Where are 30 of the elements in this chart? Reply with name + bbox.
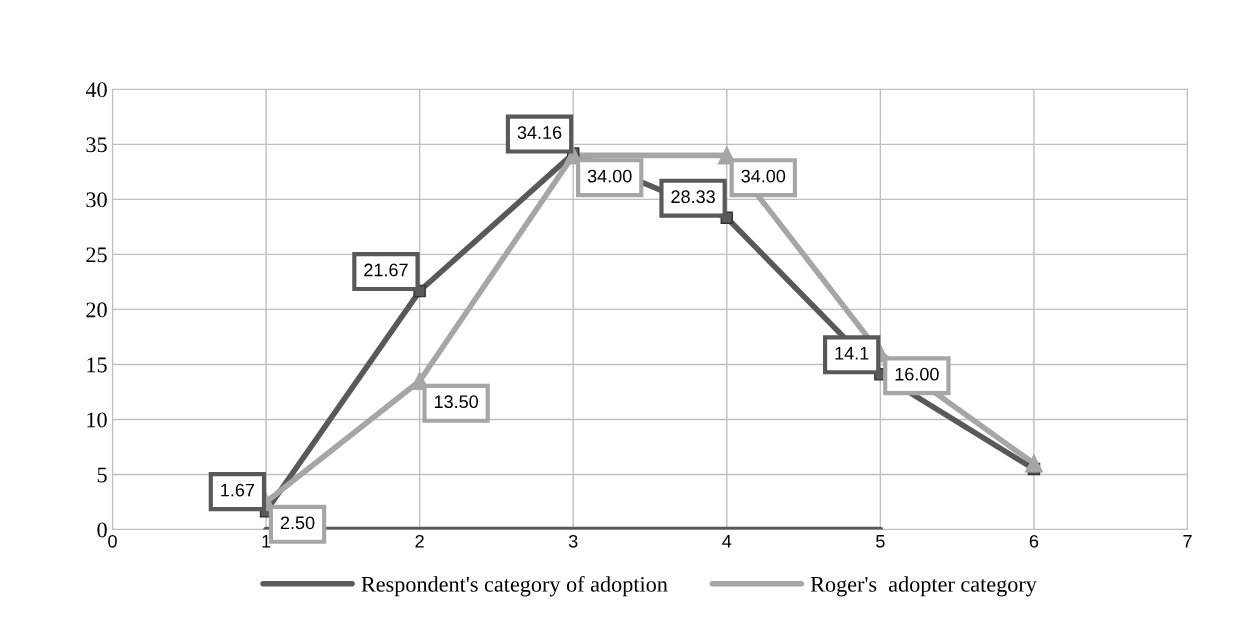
y-tick-label: 35 xyxy=(86,137,107,153)
data-label: 28.33 xyxy=(671,190,715,204)
x-tick-label: 4 xyxy=(722,535,732,548)
data-label: 14.1 xyxy=(835,347,869,360)
x-tick-label: 0 xyxy=(108,534,117,548)
y-tick-label: 5 xyxy=(97,467,107,483)
point xyxy=(1024,454,1043,473)
y-tick-label: 25 xyxy=(86,247,107,263)
x-tick-label: 6 xyxy=(1029,534,1039,548)
y-tick-label: 0 xyxy=(97,522,107,538)
y-tick-label: 10 xyxy=(87,412,107,428)
data-label: 34.16 xyxy=(517,126,562,139)
data-label: 21.67 xyxy=(364,263,408,277)
data-label: 34.00 xyxy=(587,169,632,183)
data-label: 13.50 xyxy=(434,395,479,409)
x-tick-label: 1 xyxy=(262,535,271,548)
legend-label: Respondent's category of adoption xyxy=(361,575,668,597)
x-tick-label: 5 xyxy=(876,535,885,548)
y-tick-label: 30 xyxy=(86,192,107,208)
x-tick-label: 2 xyxy=(415,534,424,548)
legend-label: Roger's adopter category xyxy=(810,576,1037,597)
y-tick-label: 20 xyxy=(86,302,107,318)
x-tick-label: 3 xyxy=(568,534,578,548)
x-tick-label: 7 xyxy=(1183,535,1192,548)
data-label: 16.00 xyxy=(895,367,939,381)
data-label: 1.67 xyxy=(221,483,255,497)
y-tick-label: 15 xyxy=(87,357,107,373)
y-tick-label: 40 xyxy=(85,82,107,98)
data-label: 34.00 xyxy=(741,169,786,183)
data-label: 2.50 xyxy=(280,516,315,530)
